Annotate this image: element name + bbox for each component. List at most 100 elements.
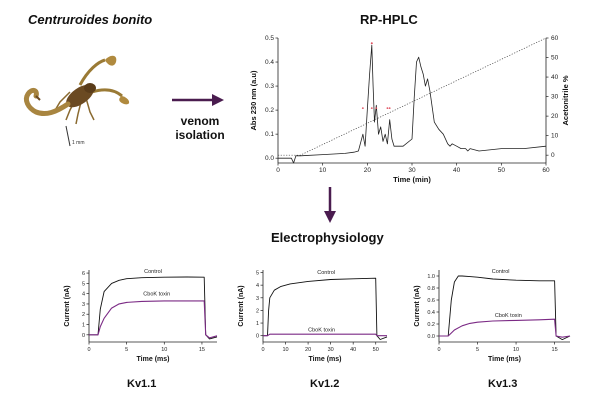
y-tick-label: 0.3 [265, 83, 274, 90]
y2-tick-label: 50 [551, 55, 559, 62]
x-tick-label: 50 [373, 347, 379, 353]
panel-label-kv1-3: Kv1.3 [488, 378, 518, 390]
x-tick-label: 20 [364, 167, 372, 174]
panel-label-kv1-1: Kv1.1 [127, 378, 157, 390]
x-axis-label: Time (ms) [137, 356, 170, 363]
toxin-label: CboK toxin [308, 327, 335, 333]
y2-tick-label: 20 [551, 113, 559, 120]
absorbance-trace [278, 44, 547, 164]
y-tick-label: 0.4 [265, 59, 274, 66]
x-tick-label: 5 [476, 347, 479, 353]
y-tick-label: 0 [256, 334, 259, 340]
peak-marker [375, 107, 378, 110]
y-tick-label: 0.5 [265, 35, 274, 42]
x-tick-label: 40 [453, 167, 461, 174]
y-tick-label: 0.1 [265, 131, 274, 138]
control-trace [439, 275, 571, 341]
x-tick-label: 5 [125, 347, 128, 353]
x-tick-label: 0 [87, 347, 90, 353]
y-tick-label: 2 [256, 308, 259, 314]
control-trace [89, 276, 218, 340]
x-tick-label: 40 [350, 347, 356, 353]
y-axis-label: Current (nA) [414, 285, 421, 326]
y-tick-label: 2 [82, 312, 85, 318]
x-tick-label: 10 [319, 167, 327, 174]
toxin-label: CboK toxin [143, 292, 170, 298]
y-tick-label: 5 [82, 281, 85, 287]
y-tick-label: 4 [256, 283, 259, 289]
panel-label-kv1-2: Kv1.2 [310, 378, 340, 390]
y-tick-label: 0.2 [265, 107, 274, 114]
acetonitrile-gradient-line [278, 37, 547, 156]
scorpion-illustration [23, 55, 130, 125]
kv1-2-chart: 0 10 20 30 40 50 0 1 2 3 4 5 Time (ms) Current (nA) Co… [238, 270, 388, 363]
toxin-trace [89, 300, 218, 339]
y2-tick-label: 0 [551, 152, 555, 159]
step-venom: venom [180, 114, 220, 128]
x-tick-label: 60 [542, 167, 550, 174]
x-tick-label: 15 [552, 347, 558, 353]
peak-marker [361, 107, 364, 110]
x-axis-label: Time (ms) [488, 356, 521, 363]
x-tick-label: 50 [498, 167, 506, 174]
x-tick-label: 0 [437, 347, 440, 353]
x-tick-label: 20 [305, 347, 311, 353]
y-tick-label: 4 [82, 292, 85, 298]
x-tick-label: 10 [513, 347, 519, 353]
step-isolation: isolation [175, 128, 225, 142]
step-label: venom isolation [160, 114, 240, 142]
y2-tick-label: 10 [551, 133, 559, 140]
y-tick-label: 0.0 [265, 155, 274, 162]
y-tick-label: 1.0 [427, 274, 435, 280]
arrow-right-icon [172, 94, 224, 106]
kv1-1-chart: 0 5 10 15 0 1 2 3 4 5 6 Time (ms) Current (nA) Contro… [64, 269, 218, 363]
toxin-label: CboK toxin [495, 313, 522, 319]
y-tick-label: 0.2 [427, 322, 435, 328]
peak-marker [370, 107, 373, 110]
control-trace [263, 277, 388, 340]
scale-bar-label: 1 mm [72, 140, 85, 146]
x-tick-label: 30 [328, 347, 334, 353]
x-tick-label: 15 [199, 347, 205, 353]
y-axis-label: Current (nA) [238, 285, 245, 326]
peak-marker [386, 107, 389, 110]
y-tick-label: 1 [256, 321, 259, 327]
x-tick-label: 10 [161, 347, 167, 353]
ephys-title: Electrophysiology [271, 230, 384, 245]
arrow-down-icon [324, 187, 336, 223]
y-axis-label: Abs 230 nm (a.u) [249, 70, 258, 131]
hplc-title: RP-HPLC [360, 12, 418, 27]
species-name: Centruroides bonito [28, 12, 153, 27]
scale-bar [65, 125, 71, 147]
toxin-trace [263, 333, 387, 337]
x-axis-label: Time (ms) [309, 356, 342, 363]
control-label: Control [492, 269, 510, 275]
y-tick-label: 3 [256, 296, 259, 302]
peak-marker [388, 107, 391, 110]
y-tick-label: 3 [82, 302, 85, 308]
y2-tick-label: 60 [551, 35, 559, 42]
x-axis-label: Time (min) [393, 175, 431, 184]
y2-tick-label: 40 [551, 74, 559, 81]
y-tick-label: 0 [82, 333, 85, 339]
toxin-trace [439, 318, 571, 338]
x-tick-label: 10 [282, 347, 288, 353]
x-tick-label: 30 [408, 167, 416, 174]
x-tick-label: 0 [261, 347, 264, 353]
control-label: Control [317, 270, 335, 276]
y-tick-label: 0.4 [427, 310, 435, 316]
peak-marker [370, 42, 373, 45]
y-tick-label: 6 [82, 271, 85, 277]
y-tick-label: 0.8 [427, 286, 435, 292]
kv1-3-chart: 0 5 10 15 0.0 0.2 0.4 0.6 0.8 1.0 Time (ms) Current… [414, 269, 571, 363]
y-axis-label: Current (nA) [64, 285, 71, 326]
y-tick-label: 0.0 [427, 334, 435, 340]
y2-tick-label: 30 [551, 94, 559, 101]
y-tick-label: 5 [256, 271, 259, 277]
control-label: Control [144, 269, 162, 275]
y-tick-label: 0.6 [427, 298, 435, 304]
y2-axis-label: Acetonitrile % [561, 75, 570, 125]
hplc-chart: 0 10 20 30 40 50 60 0.0 0.1 0.2 0.3 0.4 0.5 Time (min… [249, 35, 570, 184]
y-tick-label: 1 [82, 323, 85, 329]
x-tick-label: 0 [276, 167, 280, 174]
